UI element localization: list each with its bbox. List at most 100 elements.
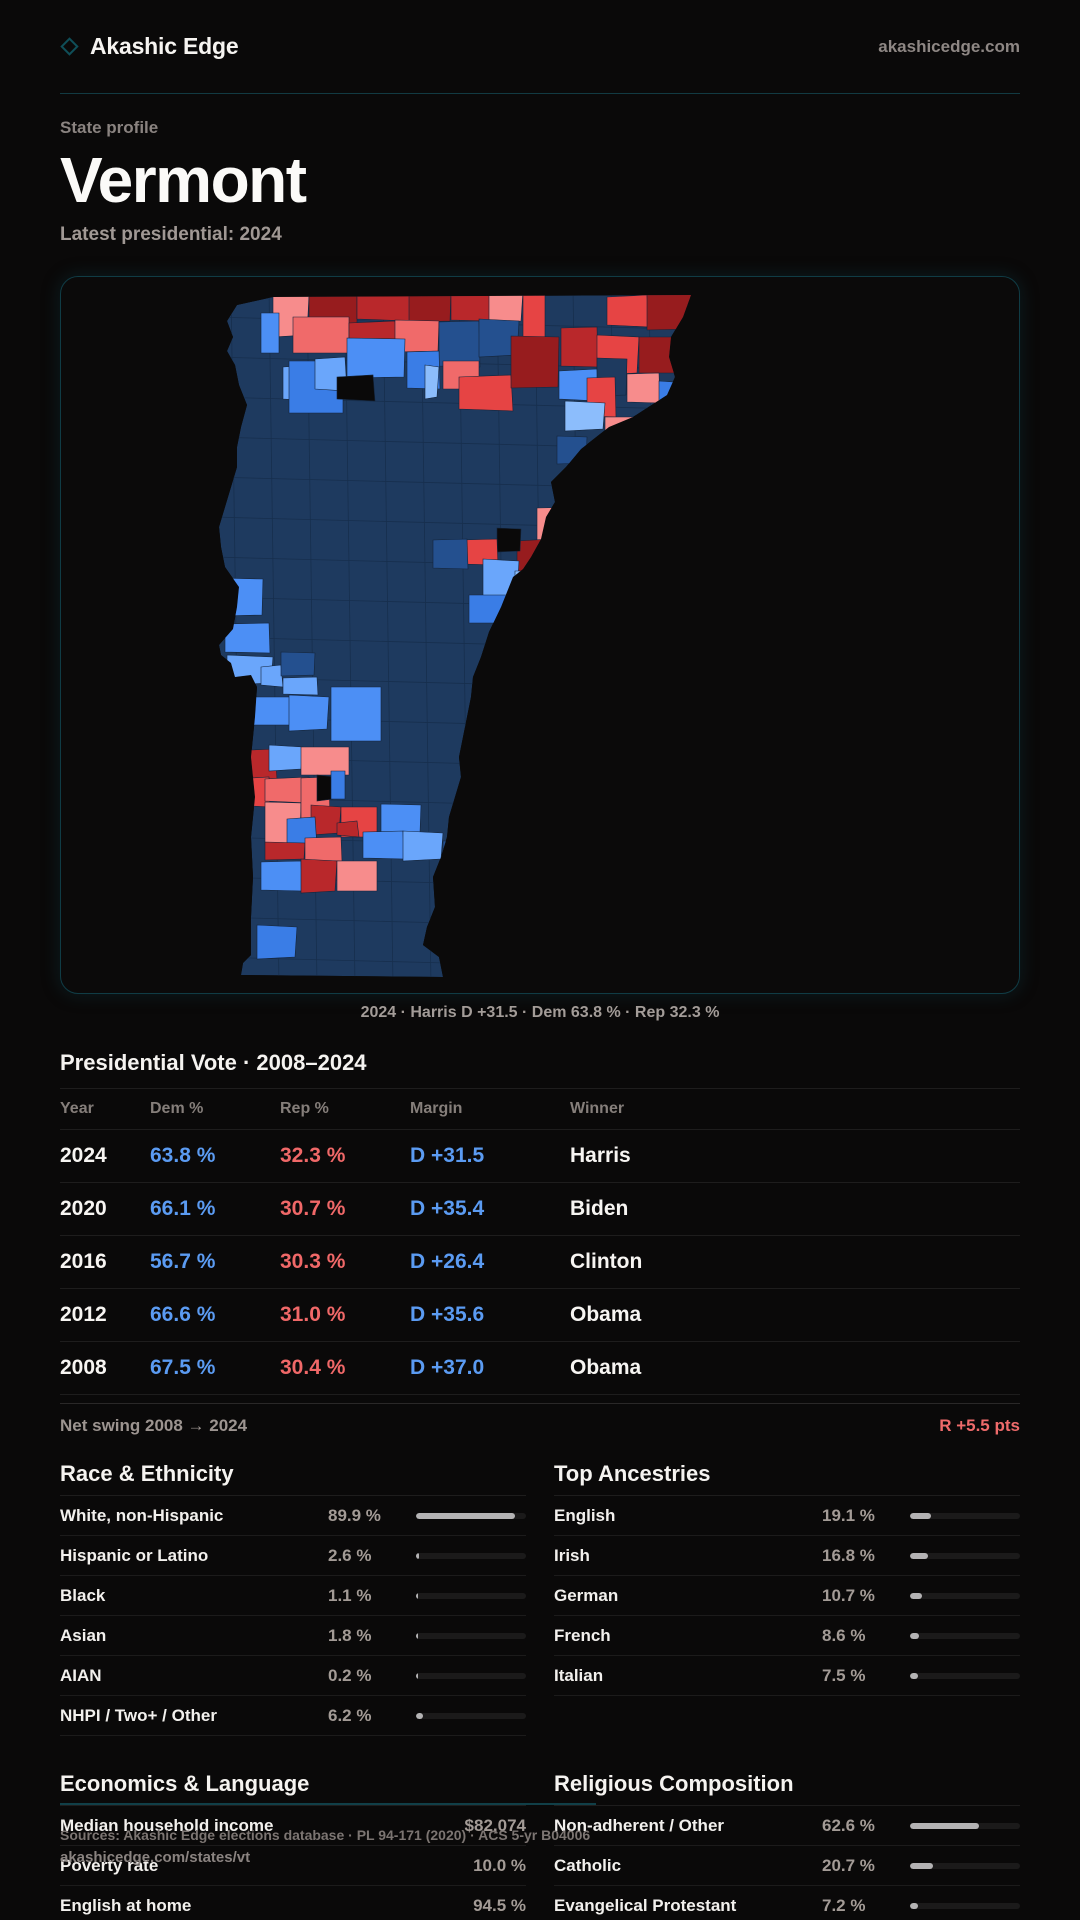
rep-cell: 30.4 %	[280, 1356, 346, 1379]
item-label: Evangelical Protestant	[554, 1895, 737, 1915]
town-region[interactable]	[442, 840, 464, 882]
town-region[interactable]	[552, 570, 592, 604]
town-region[interactable]	[280, 651, 316, 677]
brand[interactable]: Akashic Edge	[60, 33, 239, 60]
page-title: Vermont	[60, 144, 307, 216]
town-region[interactable]	[300, 858, 338, 894]
rep-cell: 31.0 %	[280, 1303, 346, 1326]
town-region[interactable]	[450, 291, 491, 322]
item-value: 62.6 %	[822, 1815, 875, 1835]
town-region[interactable]	[219, 577, 264, 617]
town-region[interactable]	[282, 676, 319, 696]
town-region[interactable]	[496, 527, 522, 553]
town-region[interactable]	[260, 664, 284, 688]
town-region[interactable]	[492, 868, 535, 910]
town-results-map[interactable]	[60, 276, 1020, 994]
town-region[interactable]	[604, 416, 646, 448]
town-region[interactable]	[488, 289, 524, 324]
footer-permalink[interactable]: akashicedge.com/states/vt	[60, 1849, 251, 1866]
economics-panel: Economics & Language Median household in…	[60, 1762, 526, 1920]
town-region[interactable]	[536, 506, 585, 542]
town-region[interactable]	[356, 291, 412, 322]
town-region[interactable]	[526, 606, 562, 640]
town-region[interactable]	[288, 694, 330, 732]
item-label: English	[554, 1505, 616, 1525]
town-region[interactable]	[468, 594, 510, 624]
town-region[interactable]	[408, 290, 452, 323]
percent-bar	[416, 1552, 526, 1559]
town-region[interactable]	[546, 544, 578, 580]
town-region[interactable]	[336, 820, 360, 838]
town-region[interactable]	[424, 364, 440, 400]
town-region[interactable]	[460, 836, 502, 866]
item-value: 6.2 %	[328, 1705, 372, 1725]
percent-bar	[910, 1592, 1020, 1599]
town-region[interactable]	[260, 312, 280, 354]
town-region[interactable]	[693, 379, 731, 419]
town-region[interactable]	[560, 326, 599, 368]
town-region[interactable]	[346, 337, 406, 379]
town-region[interactable]	[636, 419, 678, 463]
percent-bar	[416, 1512, 526, 1519]
table-header: Year Dem % Rep % Margin Winner	[60, 1089, 1020, 1130]
town-region[interactable]	[737, 291, 777, 325]
town-region[interactable]	[308, 976, 352, 994]
town-region[interactable]	[564, 400, 606, 432]
diamond-logo-icon	[60, 37, 79, 56]
town-region[interactable]	[658, 380, 690, 414]
town-region[interactable]	[626, 372, 661, 404]
town-region[interactable]	[510, 335, 560, 389]
town-region[interactable]	[432, 538, 469, 570]
town-region[interactable]	[268, 744, 304, 772]
town-region[interactable]	[224, 622, 271, 654]
town-region[interactable]	[492, 839, 534, 873]
town-region[interactable]	[717, 291, 755, 329]
town-region[interactable]	[522, 291, 546, 344]
town-region[interactable]	[336, 374, 376, 402]
town-region[interactable]	[570, 543, 602, 571]
town-region[interactable]	[402, 830, 444, 862]
town-region[interactable]	[719, 392, 745, 434]
town-region[interactable]	[580, 508, 612, 544]
town-region[interactable]	[438, 320, 481, 368]
margin-cell: D +26.4	[410, 1250, 485, 1273]
town-region[interactable]	[292, 316, 350, 354]
town-region[interactable]	[380, 803, 422, 835]
town-border	[686, 295, 691, 977]
percent-bar	[910, 1672, 1020, 1679]
town-region[interactable]	[362, 830, 405, 860]
town-region[interactable]	[213, 775, 254, 807]
town-region[interactable]	[336, 860, 378, 892]
town-region[interactable]	[256, 924, 298, 960]
item-value: 16.8 %	[822, 1545, 875, 1565]
vermont-choropleth-map[interactable]	[61, 277, 1020, 994]
town-region[interactable]	[264, 841, 306, 861]
town-region[interactable]	[330, 770, 346, 800]
item-label: French	[554, 1625, 611, 1645]
town-region[interactable]	[514, 570, 552, 602]
item-label: Poverty rate	[60, 1855, 159, 1875]
town-region[interactable]	[556, 435, 588, 465]
town-region[interactable]	[646, 292, 697, 331]
town-region[interactable]	[300, 746, 350, 776]
town-region[interactable]	[672, 416, 715, 458]
town-region[interactable]	[456, 956, 482, 977]
town-region[interactable]	[466, 864, 490, 876]
town-region[interactable]	[697, 293, 738, 329]
town-region[interactable]	[252, 696, 294, 726]
town-region[interactable]	[440, 865, 458, 905]
item-value: 0.2 %	[328, 1665, 372, 1685]
town-region[interactable]	[516, 538, 554, 574]
town-region[interactable]	[330, 686, 382, 742]
town-region[interactable]	[624, 452, 663, 484]
town-region[interactable]	[482, 558, 520, 598]
town-region[interactable]	[304, 836, 343, 862]
town-region[interactable]	[688, 340, 717, 380]
site-url-link[interactable]: akashicedge.com	[878, 36, 1020, 56]
town-region[interactable]	[638, 336, 680, 374]
town-region[interactable]	[260, 860, 303, 892]
economics-list: Median household income $82,074 Poverty ra…	[60, 1806, 526, 1920]
town-region[interactable]	[606, 295, 650, 328]
town-region[interactable]	[458, 374, 514, 412]
item-value: 94.5 %	[473, 1895, 526, 1915]
